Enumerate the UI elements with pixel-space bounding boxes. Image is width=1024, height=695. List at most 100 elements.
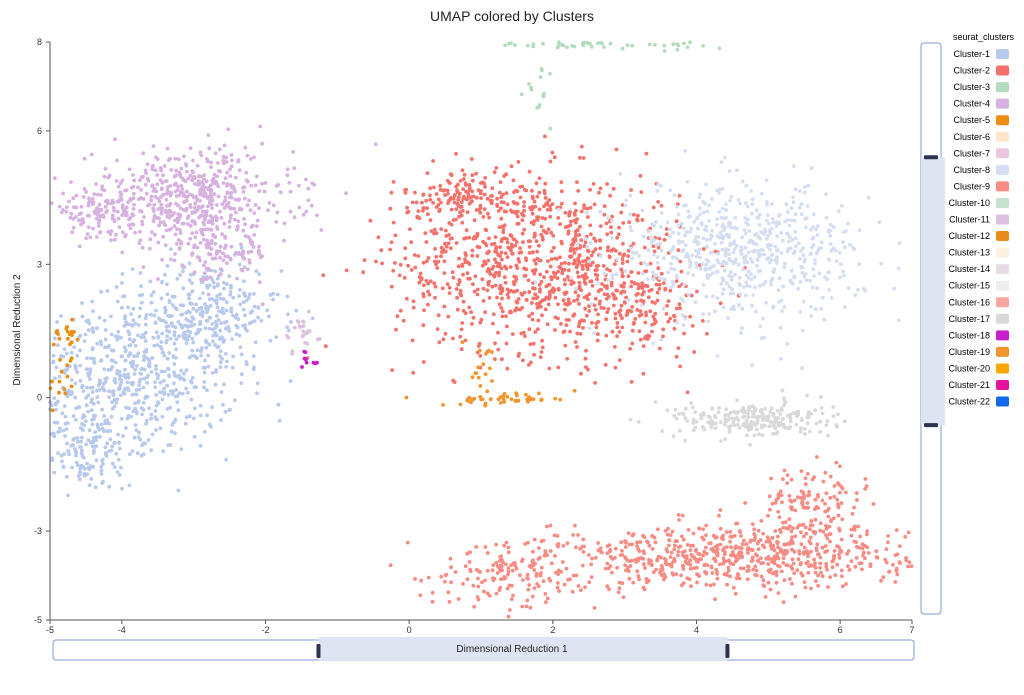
point	[159, 369, 164, 374]
point	[691, 543, 695, 548]
point	[583, 240, 588, 245]
point	[613, 312, 618, 316]
legend-swatch[interactable]	[996, 115, 1009, 126]
point	[241, 255, 245, 259]
legend-swatch[interactable]	[996, 313, 1009, 324]
y-slider-selection[interactable]	[921, 157, 945, 426]
point	[676, 248, 681, 253]
legend-swatch[interactable]	[996, 98, 1009, 109]
legend-swatch[interactable]	[996, 247, 1009, 258]
point	[567, 211, 572, 216]
point	[754, 568, 759, 573]
point	[463, 564, 468, 569]
point	[527, 314, 531, 319]
x-slider-selection[interactable]	[318, 637, 728, 661]
legend-swatch[interactable]	[996, 148, 1009, 159]
y-range-slider[interactable]	[920, 42, 945, 615]
point	[91, 309, 95, 313]
point	[758, 283, 762, 288]
point	[149, 300, 154, 305]
point	[606, 566, 611, 571]
point	[540, 313, 544, 318]
x-slider-handle-left[interactable]	[316, 644, 321, 658]
point	[603, 363, 608, 367]
point	[481, 239, 485, 244]
legend-swatch[interactable]	[996, 280, 1009, 291]
point	[746, 250, 751, 255]
legend-swatch[interactable]	[996, 396, 1009, 407]
point	[577, 286, 582, 291]
point	[810, 285, 815, 290]
point	[404, 395, 409, 400]
point	[545, 553, 549, 558]
legend-swatch[interactable]	[996, 297, 1009, 308]
point	[720, 292, 725, 296]
point	[575, 331, 580, 336]
point	[857, 262, 862, 266]
legend-swatch[interactable]	[996, 197, 1009, 208]
point	[582, 206, 586, 211]
point	[742, 538, 746, 543]
point	[582, 295, 587, 300]
point	[665, 532, 670, 537]
point	[576, 294, 581, 298]
point	[470, 173, 475, 178]
point	[434, 192, 439, 196]
point	[809, 166, 814, 171]
x-range-slider[interactable]	[52, 637, 915, 661]
point	[529, 565, 534, 570]
legend-swatch[interactable]	[996, 82, 1009, 93]
legend-swatch[interactable]	[996, 49, 1009, 59]
point	[190, 219, 195, 224]
point	[77, 212, 82, 217]
legend-swatch[interactable]	[996, 65, 1009, 76]
point	[522, 187, 527, 192]
point	[86, 371, 90, 376]
point	[95, 395, 100, 399]
point	[893, 580, 898, 584]
point	[207, 283, 212, 288]
point	[659, 211, 664, 215]
point	[564, 566, 569, 571]
plot-area[interactable]	[48, 40, 914, 619]
point	[467, 395, 472, 400]
point	[190, 354, 195, 358]
point	[119, 417, 124, 421]
point	[475, 254, 480, 258]
legend-swatch[interactable]	[996, 214, 1009, 225]
legend-swatch[interactable]	[996, 181, 1009, 192]
point	[728, 561, 733, 566]
legend-swatch[interactable]	[996, 164, 1009, 175]
point	[471, 282, 475, 287]
point	[90, 390, 95, 394]
legend-swatch[interactable]	[996, 264, 1009, 275]
point	[561, 560, 565, 564]
point	[504, 341, 509, 346]
x-slider-handle-right[interactable]	[725, 644, 730, 658]
point	[640, 286, 645, 291]
point	[515, 393, 519, 398]
point	[169, 168, 174, 172]
point	[79, 451, 84, 456]
point	[441, 403, 445, 407]
point	[484, 243, 489, 248]
point	[760, 433, 765, 438]
point	[217, 249, 222, 254]
point	[552, 533, 557, 538]
point	[763, 415, 767, 419]
point	[527, 396, 532, 400]
point	[676, 346, 681, 350]
point	[67, 388, 71, 393]
legend-swatch[interactable]	[996, 363, 1009, 374]
point	[579, 144, 584, 149]
y-slider-handle-bottom[interactable]	[924, 423, 938, 428]
y-slider-handle-top[interactable]	[924, 155, 938, 160]
point	[693, 248, 698, 253]
point	[450, 270, 455, 274]
legend-swatch[interactable]	[996, 231, 1009, 242]
legend-swatch[interactable]	[996, 330, 1009, 341]
legend-swatch[interactable]	[996, 346, 1009, 357]
legend-swatch[interactable]	[996, 131, 1009, 142]
legend-swatch[interactable]	[996, 380, 1009, 390]
point	[216, 318, 221, 322]
